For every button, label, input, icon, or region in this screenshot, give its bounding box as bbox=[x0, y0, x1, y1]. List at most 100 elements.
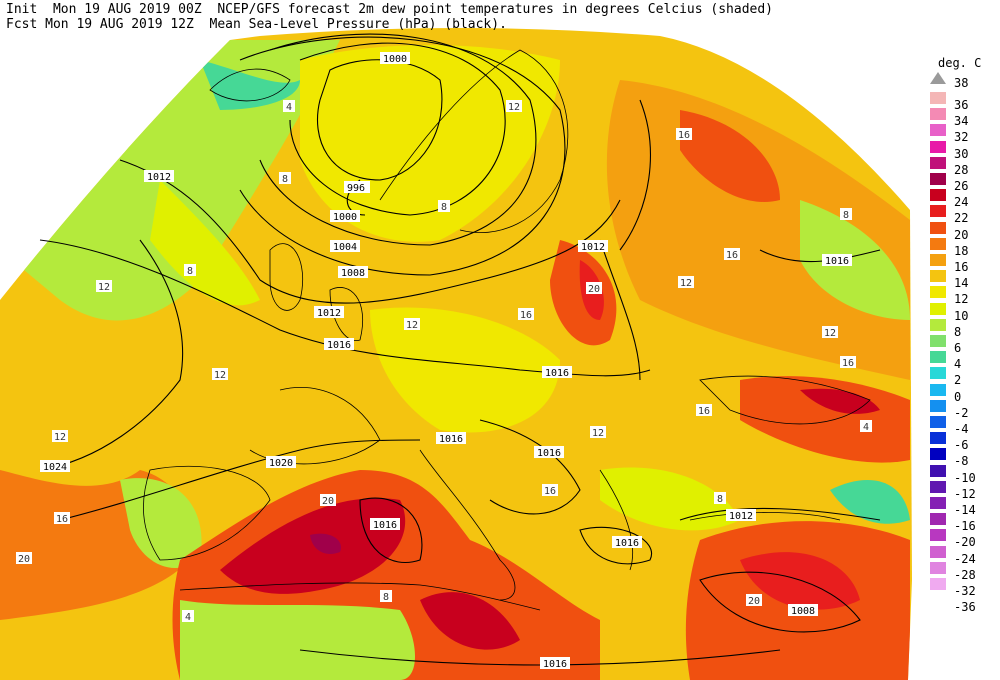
dewpoint-label: 20 bbox=[16, 552, 32, 565]
legend-swatch bbox=[930, 221, 946, 234]
svg-text:8: 8 bbox=[441, 202, 447, 213]
legend-label: 26 bbox=[954, 179, 969, 193]
legend-swatch bbox=[930, 513, 946, 526]
isobar-label: 1012 bbox=[314, 306, 344, 319]
legend-swatch bbox=[930, 529, 946, 542]
legend-label: -16 bbox=[954, 519, 976, 534]
dewpoint-label: 20 bbox=[320, 494, 336, 507]
legend-swatch bbox=[930, 108, 946, 121]
svg-text:16: 16 bbox=[544, 486, 556, 497]
isobar-label: 1000 bbox=[330, 210, 360, 223]
dewpoint-label: 12 bbox=[212, 368, 228, 381]
svg-text:1008: 1008 bbox=[791, 606, 815, 617]
dewpoint-label: 8 bbox=[380, 590, 392, 603]
legend-swatch bbox=[930, 318, 946, 331]
svg-text:1016: 1016 bbox=[327, 340, 351, 351]
legend-label: 2 bbox=[954, 373, 962, 388]
dewpoint-label: 16 bbox=[696, 404, 712, 417]
legend-swatch bbox=[930, 286, 946, 299]
legend-label: 24 bbox=[954, 195, 969, 210]
legend-label: -12 bbox=[954, 486, 976, 501]
legend-top-label: 38 bbox=[954, 76, 969, 90]
isobar-label: 1016 bbox=[370, 518, 400, 531]
svg-text:1008: 1008 bbox=[341, 268, 365, 279]
legend-label: 34 bbox=[954, 114, 969, 129]
legend-swatch bbox=[930, 367, 946, 380]
isobar-label: 1016 bbox=[540, 657, 570, 670]
legend-label: 20 bbox=[954, 227, 969, 242]
isobar-label: 996 bbox=[344, 181, 370, 194]
svg-text:12: 12 bbox=[98, 282, 110, 293]
svg-text:4: 4 bbox=[185, 612, 191, 623]
isobar-label: 1012 bbox=[578, 240, 608, 253]
legend-swatch bbox=[930, 351, 946, 364]
legend-swatch bbox=[930, 578, 946, 590]
dewpoint-label: 8 bbox=[840, 208, 852, 221]
svg-text:12: 12 bbox=[54, 432, 66, 443]
svg-text:12: 12 bbox=[508, 102, 520, 113]
legend-swatch bbox=[930, 254, 946, 266]
isobar-label: 1008 bbox=[338, 266, 368, 279]
svg-text:1016: 1016 bbox=[825, 256, 849, 267]
header-line-fcst: Fcst Mon 19 AUG 2019 12Z Mean Sea-Level … bbox=[6, 17, 507, 32]
legend-label: 32 bbox=[954, 130, 969, 145]
svg-text:1012: 1012 bbox=[729, 511, 753, 522]
svg-text:20: 20 bbox=[748, 596, 760, 607]
legend-swatch bbox=[930, 302, 946, 315]
svg-text:16: 16 bbox=[726, 250, 738, 261]
svg-text:1016: 1016 bbox=[439, 434, 463, 445]
legend-swatch bbox=[930, 140, 946, 153]
legend-swatch bbox=[930, 237, 946, 250]
isobar-label: 1012 bbox=[726, 509, 756, 522]
dewpoint-label: 16 bbox=[676, 128, 692, 141]
isobar-label: 1000 bbox=[380, 52, 410, 65]
legend-swatch bbox=[930, 173, 946, 185]
legend-label: 36 bbox=[954, 98, 969, 112]
legend-swatch bbox=[930, 545, 946, 558]
dewpoint-label: 16 bbox=[724, 248, 740, 261]
legend-label: 8 bbox=[954, 324, 962, 339]
legend-swatch bbox=[930, 383, 946, 396]
legend-label: 30 bbox=[954, 146, 969, 161]
dewpoint-label: 16 bbox=[542, 484, 558, 497]
legend-label: 6 bbox=[954, 341, 962, 355]
dewpoint-label: 4 bbox=[860, 420, 872, 433]
svg-text:1000: 1000 bbox=[383, 54, 407, 65]
legend-label: -32 bbox=[954, 584, 976, 598]
legend-swatch bbox=[930, 497, 946, 509]
svg-text:4: 4 bbox=[863, 422, 869, 433]
svg-text:1016: 1016 bbox=[545, 368, 569, 379]
legend-label: -36 bbox=[954, 600, 976, 615]
legend-swatch bbox=[930, 270, 946, 283]
header-line-init: Init Mon 19 AUG 2019 00Z NCEP/GFS foreca… bbox=[6, 2, 774, 17]
dewpoint-label: 8 bbox=[184, 264, 196, 277]
dewpoint-label: 12 bbox=[678, 276, 694, 289]
legend-swatch bbox=[930, 464, 946, 477]
isobar-label: 1016 bbox=[534, 446, 564, 459]
svg-text:1016: 1016 bbox=[537, 448, 561, 459]
svg-text:20: 20 bbox=[322, 496, 334, 507]
isobar-label: 1004 bbox=[330, 240, 360, 253]
svg-text:1016: 1016 bbox=[615, 538, 639, 549]
svg-text:16: 16 bbox=[520, 310, 532, 321]
legend-label: 14 bbox=[954, 276, 969, 291]
chart-header: Init Mon 19 AUG 2019 00Z NCEP/GFS foreca… bbox=[6, 2, 773, 32]
legend-swatch bbox=[930, 561, 946, 574]
legend-label: 0 bbox=[954, 389, 962, 404]
svg-text:1012: 1012 bbox=[147, 172, 171, 183]
legend-swatch bbox=[930, 432, 946, 445]
svg-text:8: 8 bbox=[383, 592, 389, 603]
legend-swatch bbox=[930, 335, 946, 347]
legend-label: -28 bbox=[954, 567, 976, 582]
dewpoint-label: 16 bbox=[518, 308, 534, 321]
legend-label: 16 bbox=[954, 260, 969, 274]
legend-swatch bbox=[930, 92, 946, 104]
svg-text:20: 20 bbox=[18, 554, 30, 565]
legend-swatch bbox=[930, 205, 946, 218]
svg-text:996: 996 bbox=[347, 183, 365, 194]
dewpoint-label: 8 bbox=[714, 492, 726, 505]
legend-max-arrow-icon bbox=[930, 72, 946, 84]
dewpoint-label: 4 bbox=[182, 610, 194, 623]
legend-label: -8 bbox=[954, 454, 969, 469]
